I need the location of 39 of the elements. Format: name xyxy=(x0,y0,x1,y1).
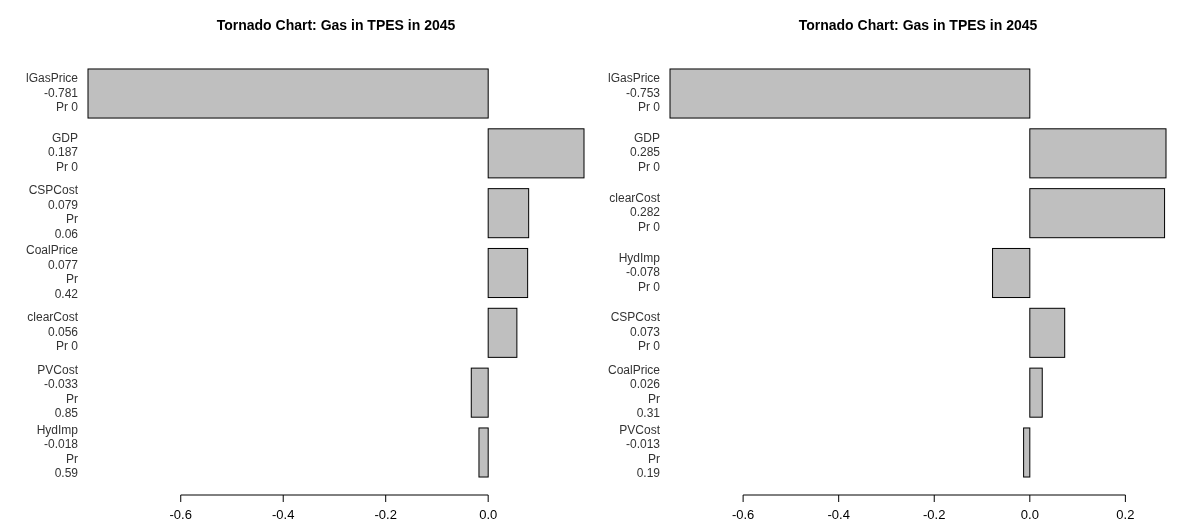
bar xyxy=(1023,427,1031,478)
chart-title: Tornado Chart: Gas in TPES in 2045 xyxy=(798,17,1038,33)
bar xyxy=(1029,128,1167,179)
bar xyxy=(487,307,518,358)
y-tick-label: CSPCost 0.073 Pr 0 xyxy=(610,310,661,354)
y-tick-label: GDP 0.187 Pr 0 xyxy=(47,131,79,175)
bar xyxy=(1029,307,1066,358)
x-tick-label: -0.2 xyxy=(923,507,946,522)
bar xyxy=(487,188,530,239)
y-tick-label: HydImp -0.078 Pr 0 xyxy=(618,250,661,294)
x-tick-label: 0.2 xyxy=(1116,507,1135,522)
x-tick-label: -0.6 xyxy=(169,507,192,522)
y-tick-label: PVCost -0.013 Pr 0.19 xyxy=(619,422,661,481)
bar xyxy=(487,247,529,299)
bar xyxy=(669,68,1031,119)
bar xyxy=(1029,188,1166,239)
bar xyxy=(470,367,489,418)
bar xyxy=(478,427,489,478)
y-tick-label: CoalPrice 0.077 Pr 0.42 xyxy=(25,243,79,301)
x-tick-label: -0.2 xyxy=(374,507,397,522)
y-tick-label: clearCost 0.056 Pr 0 xyxy=(27,310,79,354)
y-tick-label: lGasPrice -0.781 Pr 0 xyxy=(25,71,79,115)
y-tick-label: HydImp -0.018 Pr 0.59 xyxy=(36,422,79,481)
y-tick-label: clearCost 0.282 Pr 0 xyxy=(609,190,661,234)
x-tick-label: -0.6 xyxy=(731,507,755,522)
bar xyxy=(487,128,585,179)
y-tick-label: CSPCost 0.079 Pr 0.06 xyxy=(28,183,79,242)
bar xyxy=(1029,367,1043,418)
y-tick-label: GDP 0.285 Pr 0 xyxy=(629,131,661,175)
y-tick-label: CoalPrice 0.026 Pr 0.31 xyxy=(607,363,661,421)
chart-title: Tornado Chart: Gas in TPES in 2045 xyxy=(216,17,456,33)
x-tick-label: -0.4 xyxy=(827,507,850,522)
x-tick-label: 0.0 xyxy=(1020,507,1039,522)
bar xyxy=(87,68,489,119)
bar xyxy=(992,247,1031,299)
y-tick-label: lGasPrice -0.753 Pr 0 xyxy=(607,71,661,115)
x-tick-label: -0.4 xyxy=(272,507,295,522)
x-tick-label: 0.0 xyxy=(479,507,498,522)
y-tick-label: PVCost -0.033 Pr 0.85 xyxy=(37,363,79,421)
